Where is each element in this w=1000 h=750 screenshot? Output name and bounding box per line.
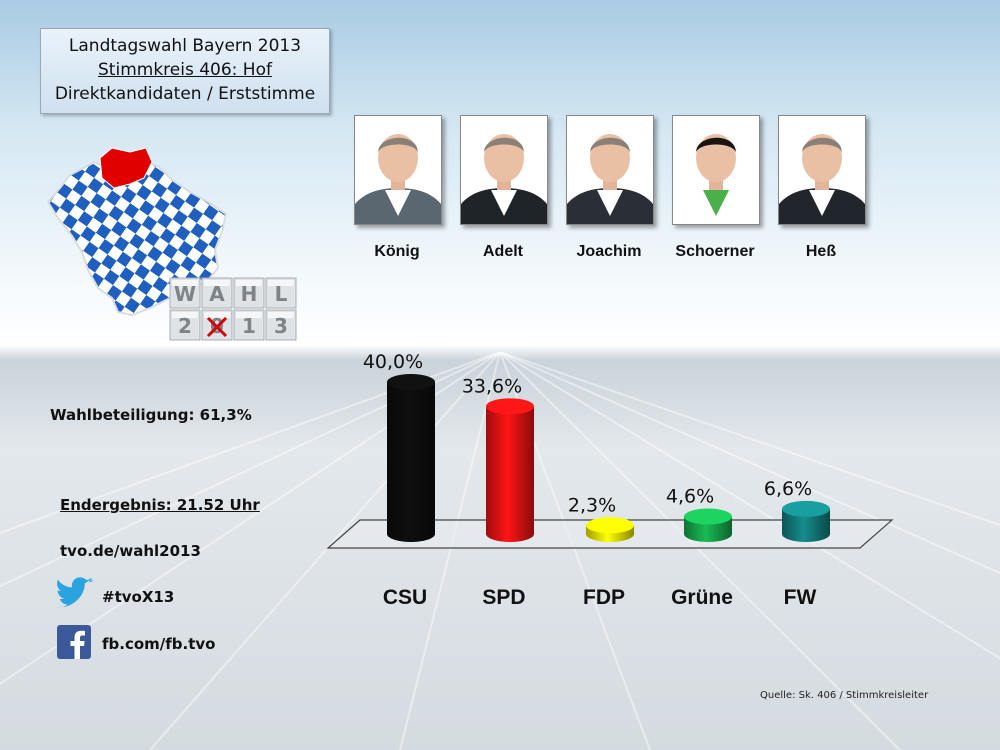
title-line-1: Landtagswahl Bayern 2013 [68,36,302,56]
title-line-3: Direktkandidaten / Erststimme [54,84,316,104]
candidate-name: Joachim [576,243,642,260]
bar-fdp [586,517,634,542]
logo-letter: 2 [178,314,192,338]
category-label: SPD [482,586,525,609]
value-label: 2,3% [568,494,616,516]
candidate-photo [778,115,866,225]
turnout-text: Wahlbeteiligung: 61,3% [50,406,252,424]
red-cross-icon [206,316,228,338]
category-label: FW [784,586,817,609]
twitter-hashtag[interactable]: #tvoX13 [102,588,175,606]
twitter-bird-icon[interactable] [55,576,95,610]
bavaria-map-icon [46,147,228,317]
website-link[interactable]: tvo.de/wahl2013 [60,542,201,560]
value-label: 6,6% [764,478,812,500]
candidate-name: Heß [805,243,837,260]
candidate-name: Schoerner [675,243,755,260]
candidate-name: König [374,243,420,260]
facebook-link[interactable]: fb.com/fb.tvo [102,635,216,653]
facebook-f-icon[interactable] [57,625,91,659]
candidate-photo [354,115,442,225]
title-line-2: Stimmkreis 406: Hof [98,60,272,80]
logo-letter: 1 [242,314,256,338]
bar-grüne [684,508,732,542]
candidate-photo [566,115,654,225]
logo-letter: W [174,282,196,306]
final-result-time: Endergebnis: 21.52 Uhr [60,496,260,514]
source-note: Quelle: Sk. 406 / Stimmkreisleiter [760,690,929,701]
value-label: 4,6% [666,486,714,508]
logo-letter: L [275,282,288,306]
bar-fw [782,500,830,542]
logo-letter: H [241,282,258,306]
category-label: Grüne [671,586,733,609]
candidate-photo [460,115,548,225]
value-label: 40,0% [363,351,423,373]
bar-spd [486,398,534,542]
candidate-name: Adelt [483,243,523,260]
candidate-photo [672,115,760,225]
bar-csu [387,374,435,542]
logo-letter: A [209,282,225,306]
logo-letter: 3 [274,314,288,338]
title-box: Landtagswahl Bayern 2013 Stimmkreis 406:… [40,28,330,114]
category-label: FDP [583,586,625,609]
category-label: CSU [383,586,427,609]
value-label: 33,6% [462,375,522,397]
